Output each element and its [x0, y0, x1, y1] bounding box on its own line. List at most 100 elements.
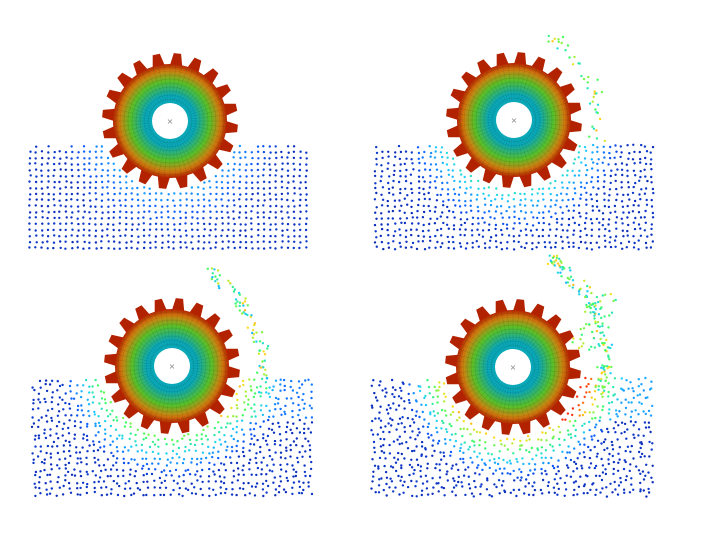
fluid-particle [389, 465, 393, 468]
fluid-particle [274, 235, 277, 238]
fluid-particle [55, 432, 58, 435]
splash-particle [601, 341, 604, 345]
gear-mesh-spoke [116, 127, 152, 139]
fluid-particle [603, 198, 606, 201]
gear-mesh-spoke [485, 137, 505, 169]
fluid-particle [559, 477, 562, 480]
fluid-particle [635, 465, 638, 468]
fluid-particle [633, 199, 637, 203]
fluid-particle [380, 204, 384, 207]
fluid-particle [455, 484, 458, 487]
fluid-particle [222, 463, 226, 466]
fluid-particle [622, 235, 625, 238]
fluid-particle [298, 431, 302, 434]
fluid-particle [211, 455, 214, 459]
gear-mesh-spoke [531, 91, 563, 111]
splash-particle [244, 312, 247, 316]
fluid-particle [308, 455, 312, 458]
fluid-particle [572, 162, 575, 165]
fluid-particle [513, 215, 516, 219]
fluid-particle [650, 175, 653, 179]
fluid-particle [166, 205, 169, 208]
fluid-particle [99, 469, 103, 473]
splash-particle [263, 353, 267, 356]
fluid-particle [651, 240, 654, 243]
fluid-particle [475, 430, 479, 434]
fluid-particle [181, 461, 185, 465]
gear-mesh-spoke [471, 380, 499, 405]
fluid-particle [37, 398, 40, 401]
fluid-particle [583, 145, 587, 149]
fluid-particle [539, 488, 543, 492]
gear-mesh-spoke [115, 109, 151, 117]
splash-particle [252, 340, 256, 344]
fluid-particle [287, 216, 290, 219]
gear: × [445, 299, 581, 435]
fluid-particle [151, 462, 154, 465]
fluid-particle [651, 464, 654, 467]
fluid-particle [246, 403, 250, 406]
fluid-particle [231, 488, 234, 491]
fluid-particle [457, 480, 460, 484]
gear-mesh-spoke [185, 324, 210, 352]
fluid-particle [437, 389, 440, 392]
fluid-particle [565, 464, 569, 467]
fluid-particle [542, 221, 545, 225]
fluid-particle [28, 246, 31, 249]
fluid-particle [157, 438, 160, 441]
fluid-particle [466, 242, 469, 245]
splash-particle [583, 310, 587, 313]
splash-particle [585, 323, 588, 326]
fluid-particle [98, 424, 102, 428]
fluid-particle [591, 143, 595, 147]
fluid-particle [585, 247, 589, 250]
splash-particle [609, 292, 612, 296]
fluid-particle [215, 180, 218, 184]
fluid-particle [302, 431, 306, 435]
fluid-particle [626, 234, 629, 237]
fluid-particle [299, 150, 302, 153]
gear-mesh-spoke [459, 373, 495, 385]
fluid-particle [392, 240, 395, 243]
fluid-particle [410, 211, 413, 215]
fluid-particle [226, 175, 229, 178]
fluid-particle [377, 465, 380, 468]
fluid-particle [497, 457, 501, 460]
fluid-particle [301, 445, 304, 448]
splash-particle [211, 276, 214, 279]
fluid-particle [273, 443, 277, 446]
gear-mesh-spoke [114, 114, 151, 120]
fluid-particle [71, 174, 74, 178]
fluid-particle [160, 216, 163, 219]
fluid-particle [125, 175, 128, 178]
splash-particle [558, 264, 561, 267]
gear-mesh-spoke [143, 317, 163, 349]
fluid-particle [622, 389, 625, 392]
fluid-particle [560, 235, 563, 239]
fluid-particle [262, 247, 266, 250]
fluid-particle [598, 474, 601, 478]
fluid-particle [627, 387, 630, 390]
gear-mesh-spoke [531, 373, 567, 385]
fluid-particle [268, 163, 271, 166]
splash-particle [210, 267, 214, 270]
fluid-particle [195, 439, 198, 442]
gear-mesh-spoke [160, 385, 168, 421]
fluid-particle [109, 424, 113, 428]
fluid-particle [561, 240, 564, 243]
fluid-particle [163, 437, 167, 441]
fluid-particle [426, 462, 429, 465]
fluid-particle [637, 385, 640, 388]
fluid-particle [39, 450, 42, 453]
fluid-particle [112, 419, 115, 422]
gear-mesh-spoke [188, 377, 218, 400]
fluid-particle [46, 247, 49, 250]
fluid-particle [94, 217, 97, 220]
splash-particle [594, 108, 597, 111]
fluid-particle [495, 187, 498, 190]
fluid-particle [304, 175, 308, 178]
splash-particle [593, 311, 596, 314]
fluid-particle [380, 164, 383, 167]
fluid-particle [97, 480, 101, 483]
splash-particle [589, 306, 592, 310]
